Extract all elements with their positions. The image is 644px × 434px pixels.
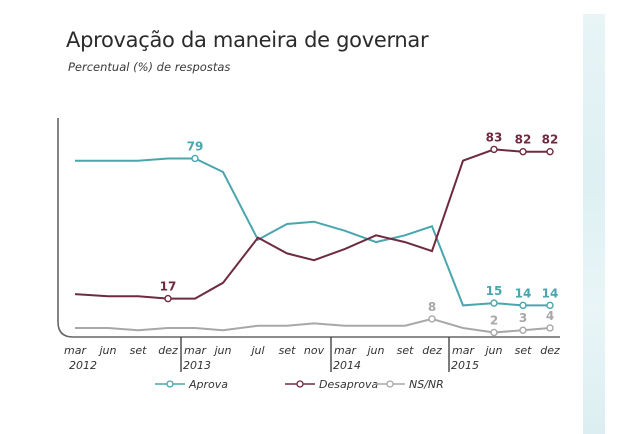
legend-label: Desaprova	[319, 378, 378, 391]
data-label: 17	[160, 280, 177, 294]
series-line-desaprova	[74, 148, 550, 300]
x-tick-label: dez	[422, 344, 442, 357]
data-point-marker	[191, 154, 199, 163]
data-point-marker	[490, 328, 498, 337]
legend-marker	[296, 380, 304, 388]
x-tick-label: jun	[98, 344, 117, 357]
x-tick-label: mar	[452, 344, 475, 357]
data-point-marker	[490, 145, 498, 154]
data-label: 4	[546, 309, 554, 323]
data-label: 14	[515, 286, 532, 300]
year-label: 2012	[69, 359, 97, 372]
series-line-aprova	[75, 157, 550, 307]
data-label: 14	[542, 286, 559, 300]
x-tick-label: nov	[304, 344, 325, 357]
data-point-marker	[490, 299, 498, 307]
data-label: 82	[542, 133, 559, 147]
year-label: 2013	[183, 359, 211, 372]
x-tick-label: mar	[334, 344, 357, 357]
legend-label: Aprova	[188, 378, 228, 391]
data-label: 15	[486, 284, 503, 298]
chart-title: Aprovação da maneira de governar	[66, 28, 429, 52]
data-point-marker	[546, 301, 554, 310]
chart-subtitle: Percentual (%) de respostas	[68, 60, 231, 74]
data-label: 82	[515, 133, 532, 147]
legend-marker	[386, 380, 394, 388]
data-point-marker	[519, 301, 527, 310]
x-tick-label: jul	[249, 344, 264, 357]
data-label: 3	[519, 311, 527, 325]
x-tick-label: set	[397, 344, 414, 357]
data-label: 2	[490, 313, 498, 327]
legend-marker	[166, 380, 174, 388]
x-tick-label: jun	[366, 344, 385, 357]
x-tick-label: jun	[213, 344, 232, 357]
data-point-marker	[546, 324, 554, 332]
data-point-marker	[519, 326, 527, 334]
legend-label: NS/NR	[409, 378, 444, 391]
decorative-side-strip	[583, 14, 605, 434]
x-tick-label: dez	[158, 344, 178, 357]
series-line-nsnr	[75, 317, 551, 334]
x-tick-label: dez	[540, 344, 560, 357]
x-tick-label: jun	[484, 344, 503, 357]
x-tick-label: mar	[64, 344, 87, 357]
year-label: 2015	[451, 359, 479, 372]
x-tick-label: set	[130, 344, 147, 357]
x-tick-label: set	[279, 344, 296, 357]
year-label: 2014	[333, 359, 361, 372]
x-tick-label: mar	[184, 344, 207, 357]
data-label: 79	[187, 139, 204, 153]
data-point-marker	[546, 147, 554, 156]
data-label: 8	[428, 300, 436, 314]
data-label: 83	[486, 130, 503, 144]
x-tick-label: set	[515, 344, 532, 357]
data-point-marker	[428, 315, 436, 323]
data-point-marker	[519, 147, 527, 156]
chart-frame	[57, 118, 560, 338]
data-point-marker	[164, 294, 172, 303]
